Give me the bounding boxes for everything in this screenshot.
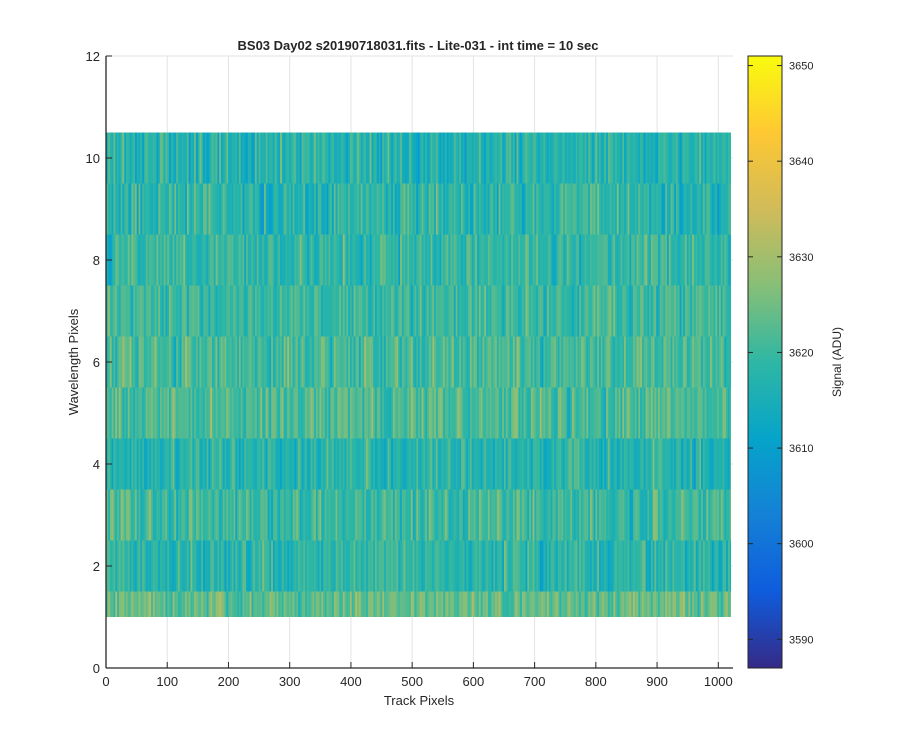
y-tick-label: 2 [93, 559, 100, 574]
heatmap-row [106, 285, 731, 337]
y-tick-label: 0 [93, 661, 100, 676]
colorbar-tick-label: 3650 [789, 61, 813, 73]
heatmap-row [106, 438, 731, 490]
colorbar-gradient [747, 55, 783, 669]
x-tick-label: 200 [218, 674, 240, 689]
y-tick-label: 4 [93, 457, 100, 472]
heatmap-row [106, 234, 731, 286]
colorbar-tick-label: 3610 [789, 443, 813, 455]
colorbar: 3590 3600 3610 3620 3630 3640 3650 Signal (ADU… [747, 55, 844, 669]
x-tick-label: 800 [585, 674, 607, 689]
heatmap-row [106, 591, 731, 617]
colorbar-ticks: 3590 3600 3610 3620 3630 3640 3650 [748, 61, 813, 646]
heatmap-row [106, 387, 731, 439]
x-tick-label: 1000 [704, 674, 733, 689]
y-axis-title: Wavelength Pixels [66, 308, 81, 415]
heatmap-row [106, 489, 731, 541]
x-tick-label: 300 [279, 674, 301, 689]
colorbar-tick-label: 3640 [789, 156, 813, 168]
y-tick-label: 12 [86, 49, 100, 64]
chart-title: BS03 Day02 s20190718031.fits - Lite-031 … [238, 38, 599, 53]
y-tick-label: 6 [93, 355, 100, 370]
x-axis-title: Track Pixels [384, 693, 455, 708]
x-tick-label: 500 [401, 674, 423, 689]
colorbar-tick-label: 3630 [789, 252, 813, 264]
x-tick-label: 700 [524, 674, 546, 689]
x-tick-label: 400 [340, 674, 362, 689]
colorbar-tick-label: 3620 [789, 347, 813, 359]
colorbar-tick-label: 3600 [789, 539, 813, 551]
colorbar-tick-label: 3590 [789, 634, 813, 646]
x-tick-label: 600 [463, 674, 485, 689]
heatmap-row [106, 540, 731, 592]
heatmap-row [106, 336, 731, 388]
x-tick-label: 100 [156, 674, 178, 689]
colorbar-title: Signal (ADU) [830, 327, 844, 397]
heatmap-image [106, 132, 731, 617]
heatmap-row [106, 132, 731, 184]
heatmap-row [106, 183, 731, 235]
y-ticks: 0 2 4 6 8 10 12 [86, 49, 112, 676]
x-ticks: 0 100 200 300 400 500 600 700 800 900 1000 [102, 662, 733, 689]
y-tick-label: 8 [93, 253, 100, 268]
x-tick-label: 0 [102, 674, 109, 689]
x-tick-label: 900 [646, 674, 668, 689]
y-tick-label: 10 [86, 151, 100, 166]
